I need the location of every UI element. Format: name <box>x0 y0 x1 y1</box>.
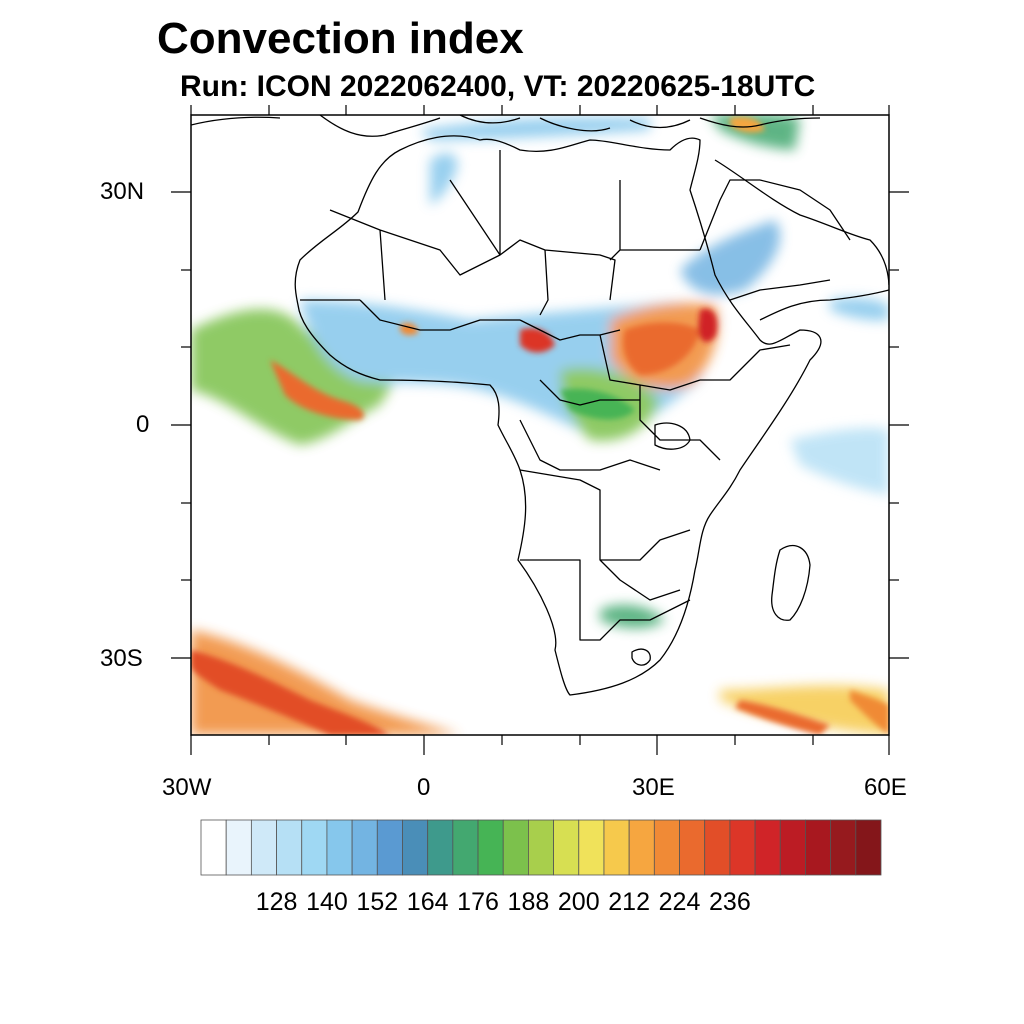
colorbar-box <box>200 819 227 876</box>
lon-label-30w: 30W <box>162 774 212 801</box>
colorbar-tick-label: 236 <box>709 888 751 916</box>
colorbar-box <box>351 819 378 876</box>
convection-area-arabian-sea <box>830 297 889 321</box>
colorbar-box <box>603 819 630 876</box>
colorbar-tick-label: 164 <box>406 888 449 916</box>
colorbar-box <box>326 819 353 876</box>
convection-area-south-indian <box>720 685 889 735</box>
convection-area-south-africa <box>600 604 665 629</box>
colorbar-tick-label: 224 <box>658 888 701 916</box>
convection-core-madagascar-east <box>850 690 889 735</box>
internal-borders <box>300 150 851 641</box>
lesotho <box>631 648 651 666</box>
colorbar-tick-label: 128 <box>255 888 298 916</box>
colorbar-box <box>477 819 504 876</box>
colorbar-box <box>729 819 756 876</box>
colorbar-tick-label: 152 <box>356 888 399 916</box>
colorbar-box <box>225 819 252 876</box>
axis-ticks <box>171 105 909 755</box>
convection-core-south-indian <box>735 700 830 735</box>
convection-area-arabia <box>680 220 781 295</box>
colorbar-box <box>402 819 429 876</box>
africa-coastline <box>294 135 822 696</box>
lake-victoria <box>654 422 691 450</box>
colorbar-box <box>653 819 680 876</box>
coastlines-borders <box>191 115 889 696</box>
lat-label-30n: 30N <box>100 178 145 205</box>
lon-label-30e: 30E <box>632 774 675 801</box>
colorbar-box <box>779 819 806 876</box>
convection-core-atlantic <box>270 360 364 420</box>
colorbar-box <box>704 819 731 876</box>
colorbar-box <box>427 819 454 876</box>
convection-core-ethiopia <box>698 308 718 342</box>
colorbar-box <box>628 819 655 876</box>
convection-core-chad <box>520 328 555 353</box>
colorbar-box <box>754 819 781 876</box>
colorbar <box>200 819 882 876</box>
colorbar-box <box>830 819 857 876</box>
convection-core-rift <box>560 388 635 420</box>
chart-subtitle: Run: ICON 2022062400, VT: 20220625-18UTC <box>180 70 816 103</box>
colorbar-box <box>528 819 554 876</box>
colorbar-box <box>376 819 403 876</box>
convection-field <box>191 115 889 735</box>
colorbar-tick-label: 176 <box>457 888 499 916</box>
chart-title: Convection index <box>157 14 524 63</box>
madagascar <box>771 545 811 621</box>
lat-label-30s: 30S <box>100 645 143 672</box>
convection-area-indian-ocean <box>790 428 889 495</box>
colorbar-box <box>452 819 479 876</box>
colorbar-box <box>553 819 580 876</box>
convection-area-algeria <box>430 153 458 205</box>
colorbar-box <box>250 819 277 876</box>
colorbar-box <box>578 819 605 876</box>
colorbar-tick-label: 212 <box>608 888 650 916</box>
convection-core-south-atlantic <box>191 650 390 735</box>
convection-core-sudan <box>623 322 700 375</box>
colorbar-box <box>276 819 303 876</box>
colorbar-tick-label: 188 <box>507 888 550 916</box>
lon-label-60e: 60E <box>864 774 907 801</box>
colorbar-box <box>855 819 882 876</box>
colorbar-tick-label: 200 <box>557 888 600 916</box>
colorbar-box <box>502 819 529 876</box>
colorbar-tick-label: 140 <box>306 888 348 916</box>
convection-area-south-atlantic <box>191 630 460 735</box>
convection-area-mediterranean <box>420 117 650 140</box>
lat-label-0: 0 <box>136 411 150 438</box>
colorbar-box <box>805 819 832 876</box>
europe-coast <box>191 115 821 137</box>
arabia-coast <box>714 159 889 321</box>
lon-label-0: 0 <box>417 774 431 801</box>
colorbar-box <box>301 819 328 876</box>
convection-core-turkey <box>730 116 765 133</box>
colorbar-box <box>679 819 706 876</box>
